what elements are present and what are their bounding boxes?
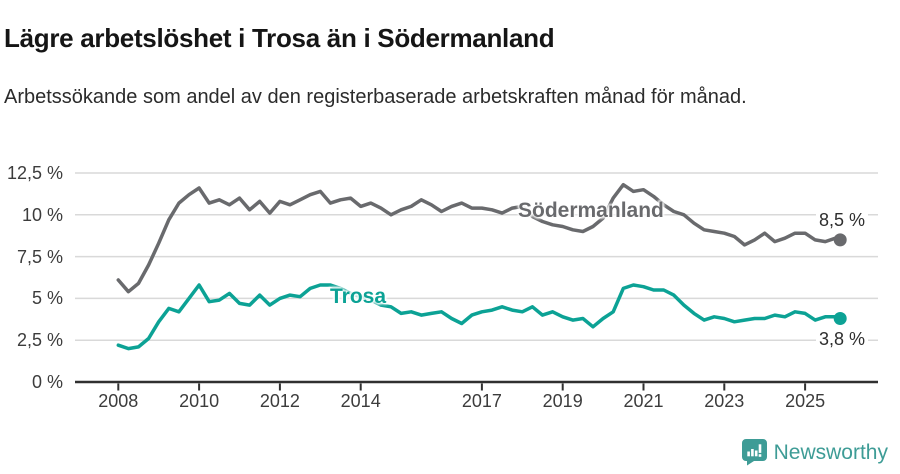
end-value-label-trosa: 3,8 % xyxy=(816,328,869,350)
y-axis-tick-label: 0 % xyxy=(31,372,63,392)
y-axis-tick-label: 5 % xyxy=(31,288,63,309)
y-axis-tick-label: 2,5 % xyxy=(16,330,63,351)
x-axis-tick-label: 2025 xyxy=(785,391,826,411)
end-dot-södermanland xyxy=(833,233,847,247)
line-södermanland xyxy=(116,182,842,294)
y-axis-tick-label: 10 % xyxy=(21,204,63,225)
end-dot-trosa xyxy=(833,312,847,325)
x-axis-tick-label: 2021 xyxy=(623,391,664,411)
x-axis-tick-label: 2012 xyxy=(259,391,300,411)
x-axis-tick-label: 2008 xyxy=(98,391,139,411)
x-axis-tick-label: 2019 xyxy=(542,391,583,411)
newsworthy-bubble-chart-icon xyxy=(741,439,767,466)
newsworthy-logo: Newsworthy xyxy=(741,439,888,466)
end-value-label-sodermanland: 8,5 % xyxy=(816,209,869,231)
x-axis-tick-label: 2017 xyxy=(461,391,502,411)
y-axis-tick-label: 12,5 % xyxy=(6,163,63,183)
brand-name: Newsworthy xyxy=(773,440,888,464)
line-trosa xyxy=(116,283,842,351)
x-axis-tick-label: 2023 xyxy=(704,391,745,411)
x-axis-tick-label: 2010 xyxy=(179,391,220,411)
x-axis-tick-label: 2014 xyxy=(340,391,381,411)
chart-subtitle: Arbetssökande som andel av den registerb… xyxy=(4,86,747,108)
page-title: Lägre arbetslöshet i Trosa än i Söderman… xyxy=(4,23,555,54)
series-label-sodermanland: Södermanland xyxy=(518,199,664,222)
series-label-trosa: Trosa xyxy=(330,285,387,308)
y-axis-tick-label: 7,5 % xyxy=(16,246,63,267)
